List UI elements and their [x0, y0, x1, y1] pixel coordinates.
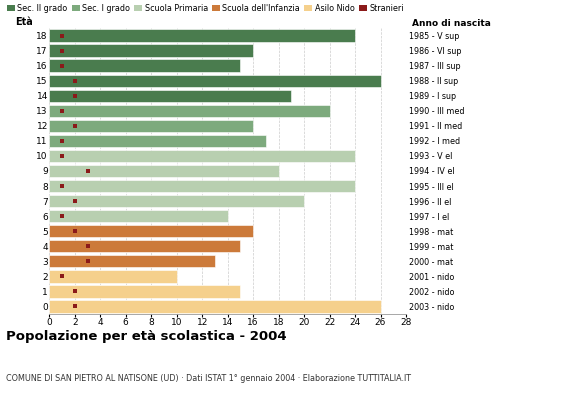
Bar — [49, 210, 227, 222]
Legend: Sec. II grado, Sec. I grado, Scuola Primaria, Scuola dell'Infanzia, Asilo Nido, : Sec. II grado, Sec. I grado, Scuola Prim… — [7, 4, 404, 13]
Bar — [49, 44, 253, 57]
Bar — [49, 135, 266, 147]
Bar — [49, 270, 177, 282]
Bar — [49, 90, 291, 102]
Bar — [49, 195, 304, 207]
Bar — [49, 300, 380, 313]
Text: Anno di nascita: Anno di nascita — [412, 19, 491, 28]
Bar — [49, 165, 278, 177]
Text: Popolazione per età scolastica - 2004: Popolazione per età scolastica - 2004 — [6, 330, 287, 343]
Bar — [49, 240, 240, 252]
Bar — [49, 29, 355, 42]
Bar — [49, 180, 355, 192]
Bar — [49, 60, 240, 72]
Text: COMUNE DI SAN PIETRO AL NATISONE (UD) · Dati ISTAT 1° gennaio 2004 · Elaborazion: COMUNE DI SAN PIETRO AL NATISONE (UD) · … — [6, 374, 411, 383]
Text: Età: Età — [16, 18, 33, 28]
Bar — [49, 74, 380, 87]
Bar — [49, 120, 253, 132]
Bar — [49, 285, 240, 298]
Bar — [49, 105, 329, 117]
Bar — [49, 255, 215, 268]
Bar — [49, 150, 355, 162]
Bar — [49, 225, 253, 237]
